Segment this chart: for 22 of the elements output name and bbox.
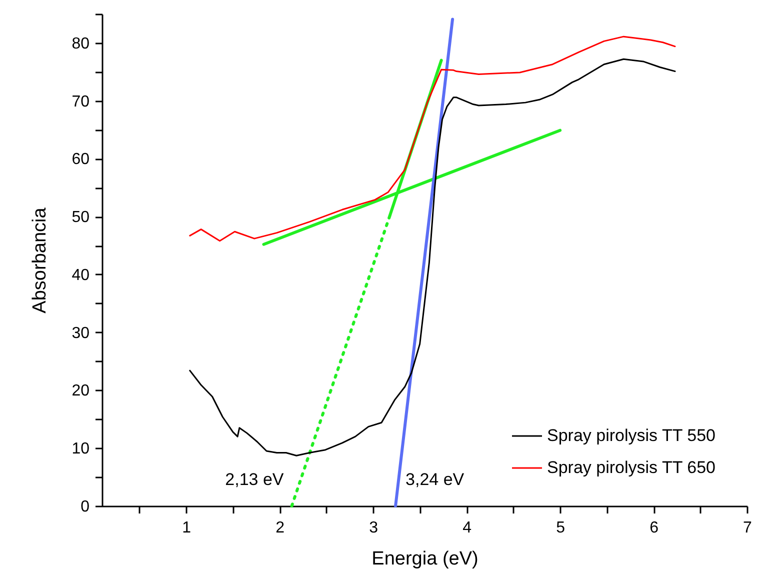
legend-label: Spray pirolysis TT 650: [547, 458, 716, 477]
y-tick-label: 60: [72, 151, 90, 168]
y-tick-label: 50: [72, 209, 90, 226]
x-tick-label: 1: [182, 520, 192, 536]
y-axis-title: Absorbancia: [30, 207, 51, 314]
y-tick-label: 30: [72, 324, 90, 342]
x-tick-label: 4: [462, 520, 472, 536]
y-tick-label: 10: [72, 440, 90, 458]
y-tick-label: 40: [72, 266, 90, 284]
x-tick-label: 3: [369, 520, 378, 536]
y-tick-label: 80: [72, 35, 90, 52]
x-axis-title: Energia (eV): [372, 548, 478, 570]
legend-label: Spray pirolysis TT 550: [547, 426, 716, 445]
annotation: 2,13 eV: [225, 470, 284, 489]
x-tick-label: 2: [276, 520, 285, 536]
x-tick-label: 7: [743, 520, 752, 536]
y-tick-label: 0: [80, 498, 90, 516]
x-tick-label: 5: [556, 520, 566, 536]
y-tick-label: 70: [72, 93, 90, 110]
x-tick-label: 6: [650, 520, 659, 536]
y-tick-label: 20: [72, 382, 90, 400]
annotation: 3,24 eV: [406, 470, 465, 489]
